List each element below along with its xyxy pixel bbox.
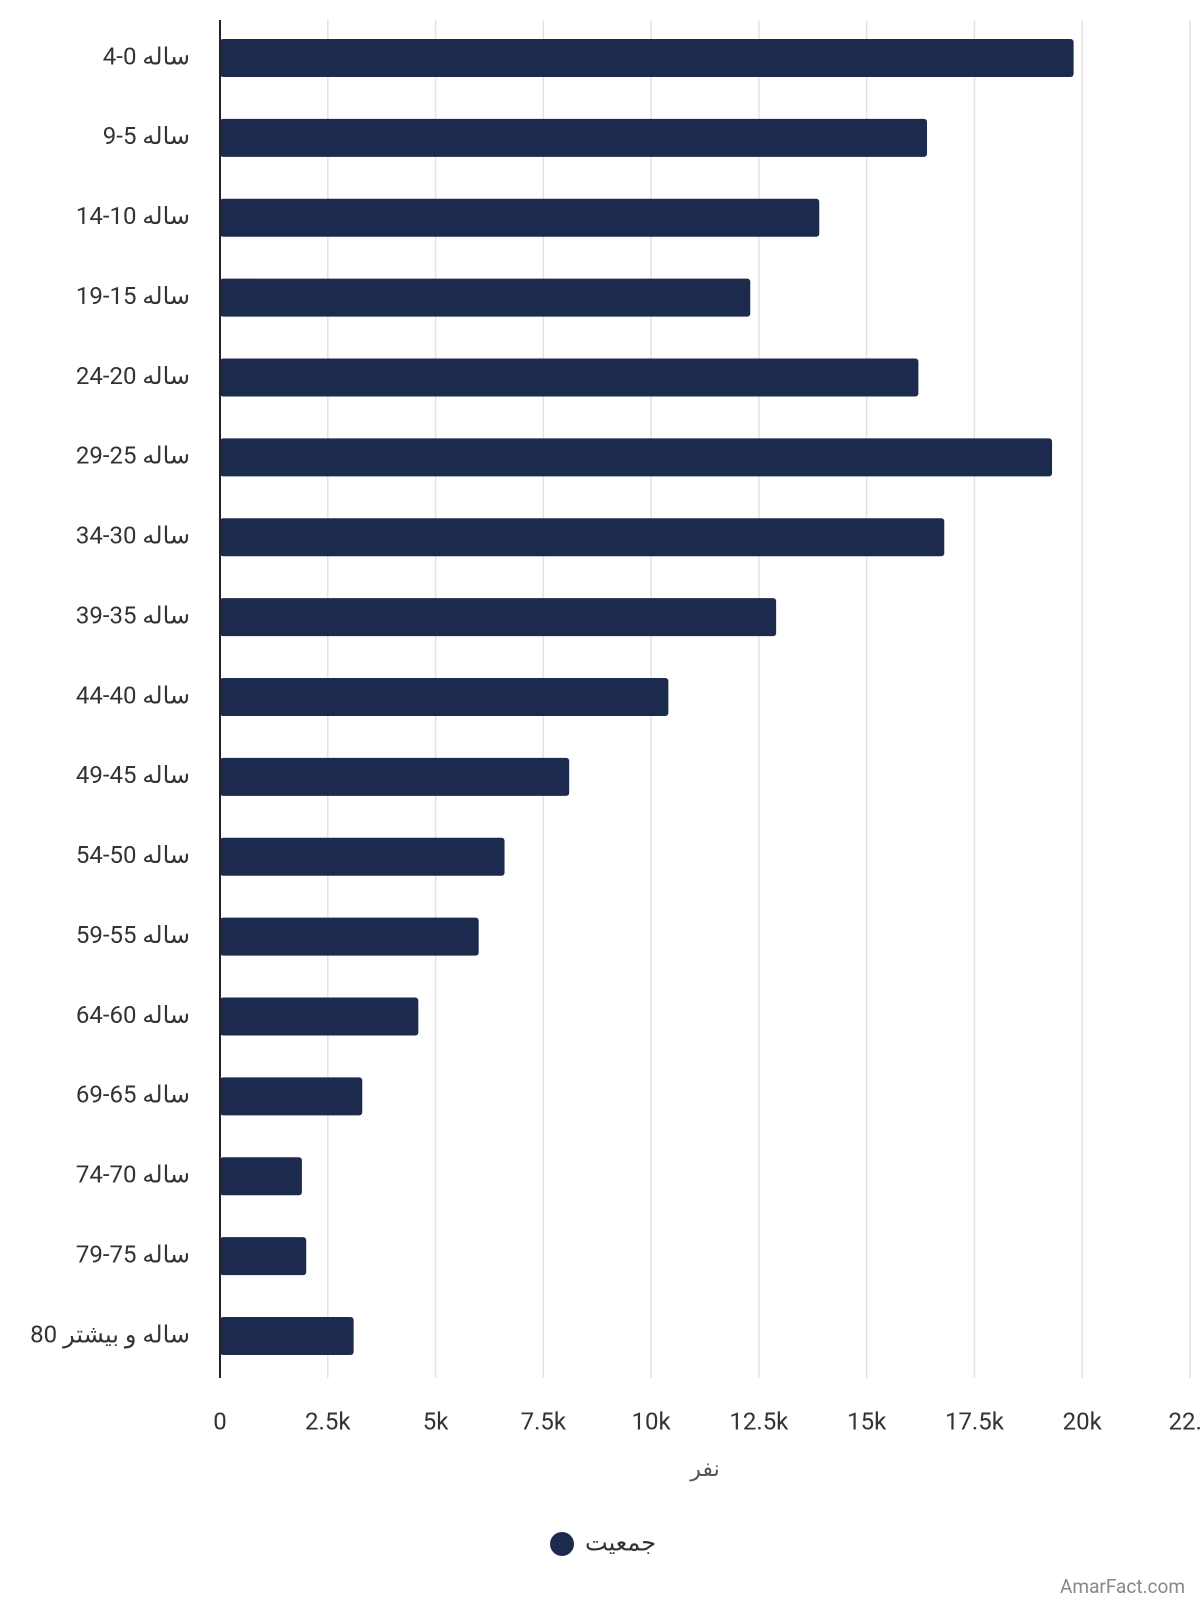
bar bbox=[220, 1077, 363, 1116]
y-tick-label: ساله 65-69 bbox=[76, 1081, 190, 1109]
legend-marker bbox=[550, 1532, 574, 1556]
x-tick-label: 15k bbox=[847, 1407, 887, 1435]
y-tick-label: ساله 50-54 bbox=[76, 841, 190, 869]
watermark: AmarFact.com bbox=[1060, 1575, 1185, 1598]
y-tick-label: ساله 70-74 bbox=[76, 1161, 190, 1189]
y-tick-label: ساله 15-19 bbox=[76, 282, 190, 310]
x-tick-label: 20k bbox=[1063, 1407, 1103, 1435]
x-tick-label: 5k bbox=[423, 1407, 449, 1435]
bar bbox=[220, 518, 945, 557]
bar bbox=[220, 598, 777, 637]
x-tick-label: 0 bbox=[213, 1407, 227, 1435]
x-tick-label: 12.5k bbox=[729, 1407, 789, 1435]
bar bbox=[220, 837, 505, 876]
bar bbox=[220, 438, 1053, 477]
bar bbox=[220, 118, 928, 157]
y-tick-label: ساله 40-44 bbox=[76, 681, 190, 709]
y-tick-label: ساله 45-49 bbox=[76, 761, 190, 789]
bar bbox=[220, 39, 1074, 77]
y-tick-label: ساله 0-4 bbox=[103, 42, 190, 70]
y-tick-label: ساله 25-29 bbox=[76, 442, 190, 470]
bar bbox=[220, 198, 820, 237]
y-tick-label: ساله 35-39 bbox=[76, 601, 190, 629]
bar bbox=[220, 1317, 354, 1355]
y-tick-label: ساله 75-79 bbox=[76, 1240, 190, 1268]
bar bbox=[220, 1237, 307, 1276]
y-tick-label: ساله 60-64 bbox=[76, 1001, 190, 1029]
y-tick-label: ساله و بیشتر 80 bbox=[30, 1320, 190, 1348]
y-tick-label: ساله 5-9 bbox=[103, 122, 190, 150]
bar bbox=[220, 917, 479, 956]
x-axis-title: نفر bbox=[689, 1457, 719, 1482]
x-tick-label: 10k bbox=[632, 1407, 672, 1435]
legend-label: جمعیت bbox=[585, 1528, 656, 1556]
x-tick-label: 22… bbox=[1168, 1407, 1200, 1435]
y-tick-label: ساله 30-34 bbox=[76, 522, 190, 550]
x-tick-label: 7.5k bbox=[521, 1407, 567, 1435]
bar bbox=[220, 358, 919, 397]
y-tick-label: ساله 20-24 bbox=[76, 362, 190, 390]
bar bbox=[220, 678, 669, 716]
bar bbox=[220, 997, 419, 1036]
bar bbox=[220, 278, 751, 317]
bar bbox=[220, 757, 570, 796]
bar bbox=[220, 1157, 302, 1196]
y-tick-label: ساله 10-14 bbox=[76, 202, 190, 230]
x-tick-label: 2.5k bbox=[305, 1407, 351, 1435]
x-tick-label: 17.5k bbox=[945, 1407, 1005, 1435]
y-tick-label: ساله 55-59 bbox=[76, 921, 190, 949]
